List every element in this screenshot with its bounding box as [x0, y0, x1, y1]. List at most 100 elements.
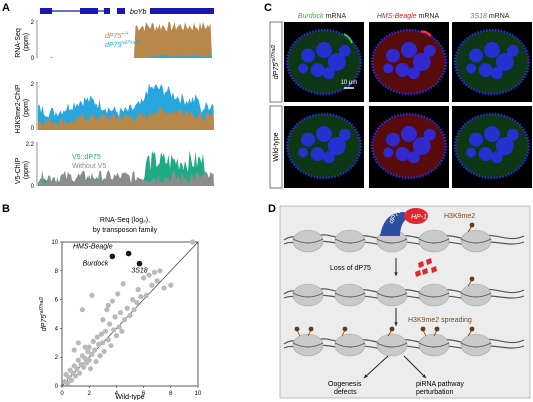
micrograph-bg	[369, 22, 449, 102]
label-oogenesis-1: Oogenesis	[328, 381, 362, 388]
micrograph	[369, 22, 449, 102]
scatter-point	[89, 292, 95, 298]
nucleus	[310, 147, 325, 161]
nucleus	[327, 53, 346, 71]
nucleus	[407, 67, 420, 80]
h3k9-track: H3K9me2-ChIP (ppm) 2 0	[15, 82, 214, 133]
scatter-point	[98, 331, 105, 337]
nucleus	[327, 137, 346, 155]
scatter-point	[97, 353, 103, 359]
gene-label-boyb: boYb	[130, 9, 146, 16]
h3k9me2-mark	[469, 326, 475, 332]
nucleus	[316, 126, 332, 142]
scatter-point	[75, 340, 81, 346]
nucleosome	[292, 283, 324, 307]
y-tick-label: 10	[51, 240, 58, 246]
col-title-hmsbeagle: HMS-Beagle mRNA	[377, 13, 440, 20]
scatter-point	[135, 286, 141, 293]
rnaseq-legend-wildtype: dP75ral7/ral2	[105, 40, 140, 49]
follicle-cells	[370, 28, 448, 96]
scatter-point	[138, 294, 144, 300]
highlight-point	[125, 250, 132, 257]
scatter-point	[161, 285, 167, 291]
nucleus	[466, 147, 477, 158]
gene-boyb-exon	[150, 8, 214, 14]
v5-ylabel-1: V5-ChIP	[15, 157, 22, 184]
svg-text:H3K9me2-ChIP (ppm): H3K9me2-ChIP (ppm)	[15, 83, 30, 134]
scatter-point	[141, 275, 147, 281]
h3k9me2-mark	[469, 276, 475, 282]
nucleus	[490, 67, 503, 80]
scatter-point	[104, 307, 110, 313]
dna-wrap	[418, 342, 450, 348]
dna-wrap	[376, 238, 408, 244]
v5-legend-without: Without V5	[72, 163, 106, 170]
nucleus	[423, 44, 436, 57]
scatter-point	[82, 344, 88, 350]
green-signal	[343, 33, 353, 44]
label-oogenesis-2: defects	[334, 389, 357, 396]
h3k9me2-mark	[294, 326, 300, 332]
scatter-point	[189, 239, 196, 245]
nucleus	[301, 48, 315, 63]
scatter-point	[168, 282, 174, 288]
dna-wrap	[376, 342, 408, 348]
svg-text:V5-ChIP (ppm): V5-ChIP (ppm)	[15, 156, 30, 184]
v5-without-series	[38, 170, 214, 186]
scatter-point	[100, 317, 106, 323]
scatter-point	[100, 340, 106, 346]
dna-wrap	[292, 238, 324, 244]
h3k9me2-mark	[469, 222, 475, 228]
micrograph	[452, 22, 532, 102]
scatter-point	[86, 344, 92, 350]
nucleus	[338, 44, 351, 57]
nucleosome	[376, 333, 408, 357]
nucleosome	[418, 333, 450, 357]
dna-wrap	[334, 238, 366, 244]
h3k9me2-mark	[342, 326, 348, 332]
nucleus	[298, 63, 309, 74]
nucleus	[495, 137, 514, 155]
micrograph-bg	[452, 106, 532, 188]
scatter-point	[151, 269, 158, 275]
nucleus	[412, 53, 431, 71]
micrograph	[369, 106, 449, 188]
follicle-cells	[453, 28, 531, 96]
scatter-point	[81, 364, 87, 370]
scatter-frame	[61, 241, 199, 387]
x-tick-label: 2	[88, 391, 92, 397]
row-label-mutant: dP75ral7/ral2	[271, 45, 280, 80]
panel-b: B RNA-Seq (log₂), by transposon family 0…	[2, 203, 202, 400]
y-tick-label: 2	[55, 355, 59, 361]
h3k9me2-mark	[308, 326, 314, 332]
dna-wrap	[418, 292, 450, 298]
arrow-pirna-head	[422, 374, 426, 378]
scatter-point	[105, 302, 111, 308]
scatter-point	[96, 341, 102, 347]
col-title-burdock: Burdock mRNA	[298, 13, 347, 20]
nucleus	[469, 48, 483, 63]
micrograph: 10 μm	[284, 22, 364, 102]
h3k9me2-mark	[434, 326, 440, 332]
scatter-point	[109, 298, 115, 304]
nucleosome	[418, 229, 450, 253]
y-tick-label: 6	[55, 298, 59, 304]
panel-a: A boYb RNA-Seq (ppm) 2 0 dP75+/+ dP75ral…	[2, 2, 214, 190]
nucleosome	[292, 229, 324, 253]
scatter-point	[75, 357, 81, 363]
scatter-point	[79, 307, 85, 313]
scatter-point	[157, 268, 163, 274]
panel-c-letter: C	[264, 2, 272, 14]
h3k9-ylabel-2: (ppm)	[23, 99, 30, 117]
scatter-point	[127, 312, 133, 319]
scatter-point	[143, 292, 149, 298]
dp75-fragment	[431, 266, 437, 273]
dna-wrap	[292, 342, 324, 348]
dna-wrap	[334, 292, 366, 298]
scatter-point	[115, 291, 121, 297]
scatter-point	[130, 297, 136, 303]
dna-wrap	[418, 238, 450, 244]
scatter-point	[82, 356, 88, 362]
dna-wrap	[460, 292, 492, 298]
scatter-point	[119, 328, 125, 334]
